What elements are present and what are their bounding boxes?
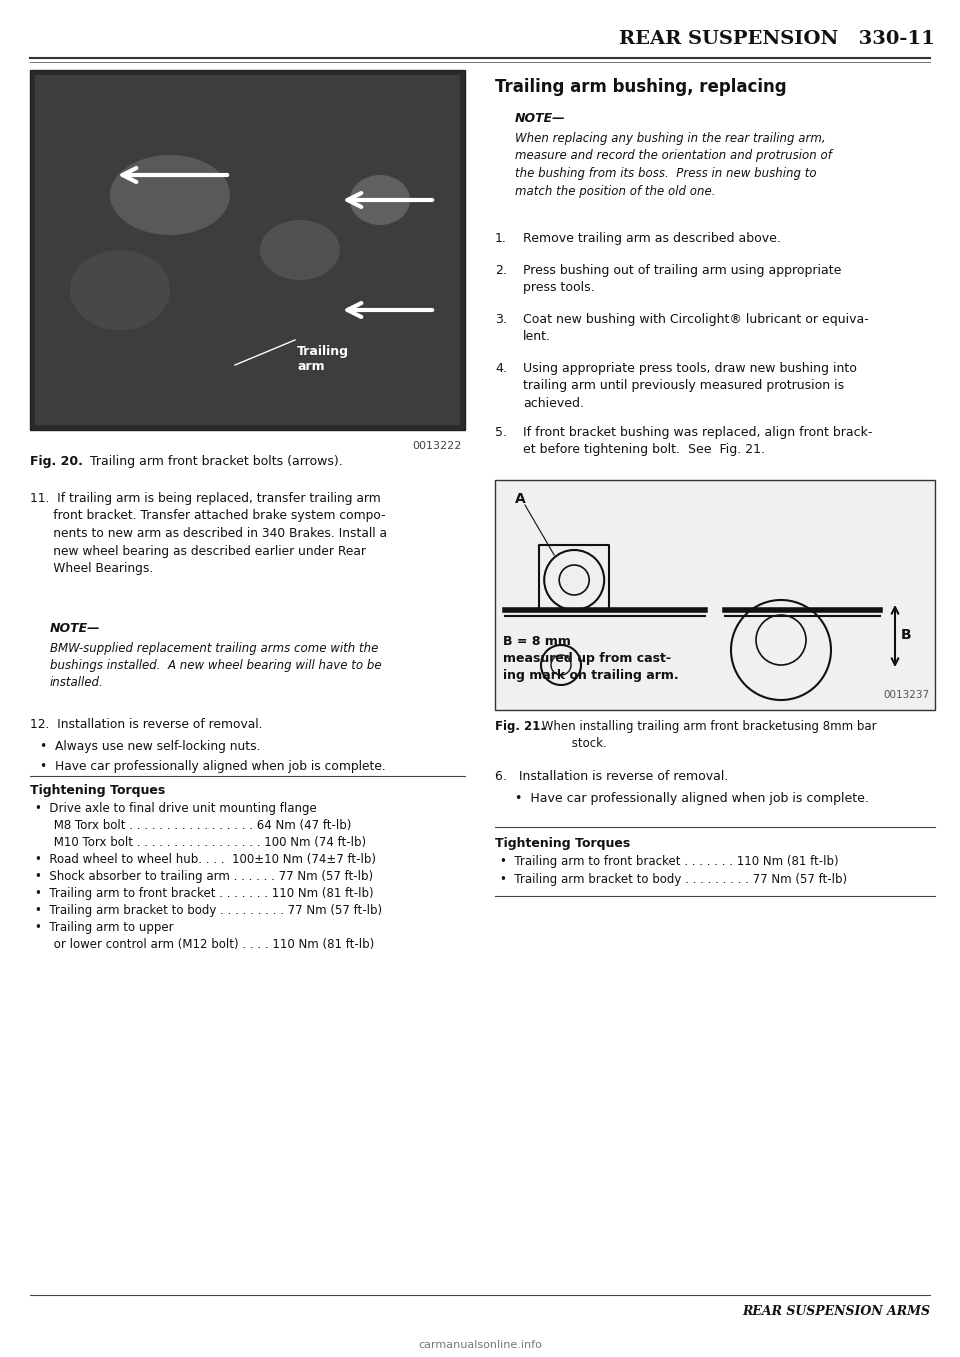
- Text: REAR SUSPENSION   330-11: REAR SUSPENSION 330-11: [619, 30, 935, 47]
- Bar: [495, 480, 935, 710]
- Ellipse shape: [350, 175, 410, 225]
- Text: or lower control arm (M12 bolt) . . . . 110 Nm (81 ft-lb): or lower control arm (M12 bolt) . . . . …: [35, 938, 374, 951]
- Text: 3.: 3.: [495, 313, 507, 326]
- Text: M8 Torx bolt . . . . . . . . . . . . . . . . . 64 Nm (47 ft-lb): M8 Torx bolt . . . . . . . . . . . . . .…: [35, 820, 351, 832]
- Text: 11.  If trailing arm is being replaced, transfer trailing arm
      front bracke: 11. If trailing arm is being replaced, t…: [30, 493, 387, 575]
- Text: M10 Torx bolt . . . . . . . . . . . . . . . . . 100 Nm (74 ft-lb): M10 Torx bolt . . . . . . . . . . . . . …: [35, 836, 366, 849]
- Text: carmanualsonline.info: carmanualsonline.info: [418, 1339, 542, 1350]
- Text: Fig. 21.: Fig. 21.: [495, 721, 545, 733]
- Text: Fig. 20.: Fig. 20.: [30, 455, 83, 468]
- Text: BMW-supplied replacement trailing arms come with the
bushings installed.  A new : BMW-supplied replacement trailing arms c…: [50, 642, 382, 689]
- Text: When replacing any bushing in the rear trailing arm,
measure and record the orie: When replacing any bushing in the rear t…: [515, 132, 832, 198]
- Text: A: A: [515, 493, 526, 506]
- Text: B = 8 mm
measured up from cast-
ing mark on trailing arm.: B = 8 mm measured up from cast- ing mark…: [503, 635, 679, 683]
- Polygon shape: [30, 71, 465, 430]
- Text: •  Trailing arm to front bracket . . . . . . . 110 Nm (81 ft-lb): • Trailing arm to front bracket . . . . …: [500, 855, 839, 868]
- Text: •  Have car professionally aligned when job is complete.: • Have car professionally aligned when j…: [40, 760, 386, 773]
- Text: NOTE—: NOTE—: [515, 113, 565, 125]
- Text: •  Trailing arm bracket to body . . . . . . . . . 77 Nm (57 ft-lb): • Trailing arm bracket to body . . . . .…: [500, 873, 847, 886]
- Text: •  Road wheel to wheel hub. . . .  100±10 Nm (74±7 ft-lb): • Road wheel to wheel hub. . . . 100±10 …: [35, 854, 376, 866]
- Text: 2.: 2.: [495, 265, 507, 277]
- Text: 6.   Installation is reverse of removal.: 6. Installation is reverse of removal.: [495, 769, 729, 783]
- Text: Using appropriate press tools, draw new bushing into
trailing arm until previous: Using appropriate press tools, draw new …: [523, 362, 857, 410]
- Text: •  Trailing arm to front bracket . . . . . . . 110 Nm (81 ft-lb): • Trailing arm to front bracket . . . . …: [35, 887, 373, 900]
- Text: 5.: 5.: [495, 426, 507, 440]
- Text: Tightening Torques: Tightening Torques: [30, 784, 165, 797]
- Text: When installing trailing arm front bracketusing 8mm bar
         stock.: When installing trailing arm front brack…: [538, 721, 876, 750]
- Text: 0013237: 0013237: [884, 689, 930, 700]
- Text: 1.: 1.: [495, 232, 507, 246]
- Text: Trailing arm bushing, replacing: Trailing arm bushing, replacing: [495, 77, 786, 96]
- Text: •  Always use new self-locking nuts.: • Always use new self-locking nuts.: [40, 740, 260, 753]
- Text: •  Trailing arm to upper: • Trailing arm to upper: [35, 921, 174, 934]
- Text: Remove trailing arm as described above.: Remove trailing arm as described above.: [523, 232, 780, 246]
- Text: •  Trailing arm bracket to body . . . . . . . . . 77 Nm (57 ft-lb): • Trailing arm bracket to body . . . . .…: [35, 904, 382, 917]
- Text: •  Have car professionally aligned when job is complete.: • Have car professionally aligned when j…: [515, 792, 869, 805]
- Ellipse shape: [70, 250, 170, 330]
- Text: 4.: 4.: [495, 362, 507, 375]
- Text: 12.  Installation is reverse of removal.: 12. Installation is reverse of removal.: [30, 718, 262, 731]
- Polygon shape: [35, 75, 460, 425]
- Text: NOTE—: NOTE—: [50, 622, 101, 635]
- Ellipse shape: [110, 155, 230, 235]
- Text: B: B: [901, 628, 912, 642]
- Ellipse shape: [260, 220, 340, 280]
- Text: If front bracket bushing was replaced, align front brack-
et before tightening b: If front bracket bushing was replaced, a…: [523, 426, 873, 456]
- Text: 0013222: 0013222: [413, 441, 462, 451]
- Text: •  Drive axle to final drive unit mounting flange: • Drive axle to final drive unit mountin…: [35, 802, 317, 816]
- Text: Tightening Torques: Tightening Torques: [495, 837, 631, 849]
- Text: Coat new bushing with Circolight® lubricant or equiva-
lent.: Coat new bushing with Circolight® lubric…: [523, 313, 869, 343]
- Text: Trailing arm front bracket bolts (arrows).: Trailing arm front bracket bolts (arrows…: [82, 455, 343, 468]
- Text: Press bushing out of trailing arm using appropriate
press tools.: Press bushing out of trailing arm using …: [523, 265, 841, 294]
- Text: •  Shock absorber to trailing arm . . . . . . 77 Nm (57 ft-lb): • Shock absorber to trailing arm . . . .…: [35, 870, 373, 883]
- Text: Trailing
arm: Trailing arm: [297, 345, 349, 373]
- Text: REAR SUSPENSION ARMS: REAR SUSPENSION ARMS: [742, 1305, 930, 1318]
